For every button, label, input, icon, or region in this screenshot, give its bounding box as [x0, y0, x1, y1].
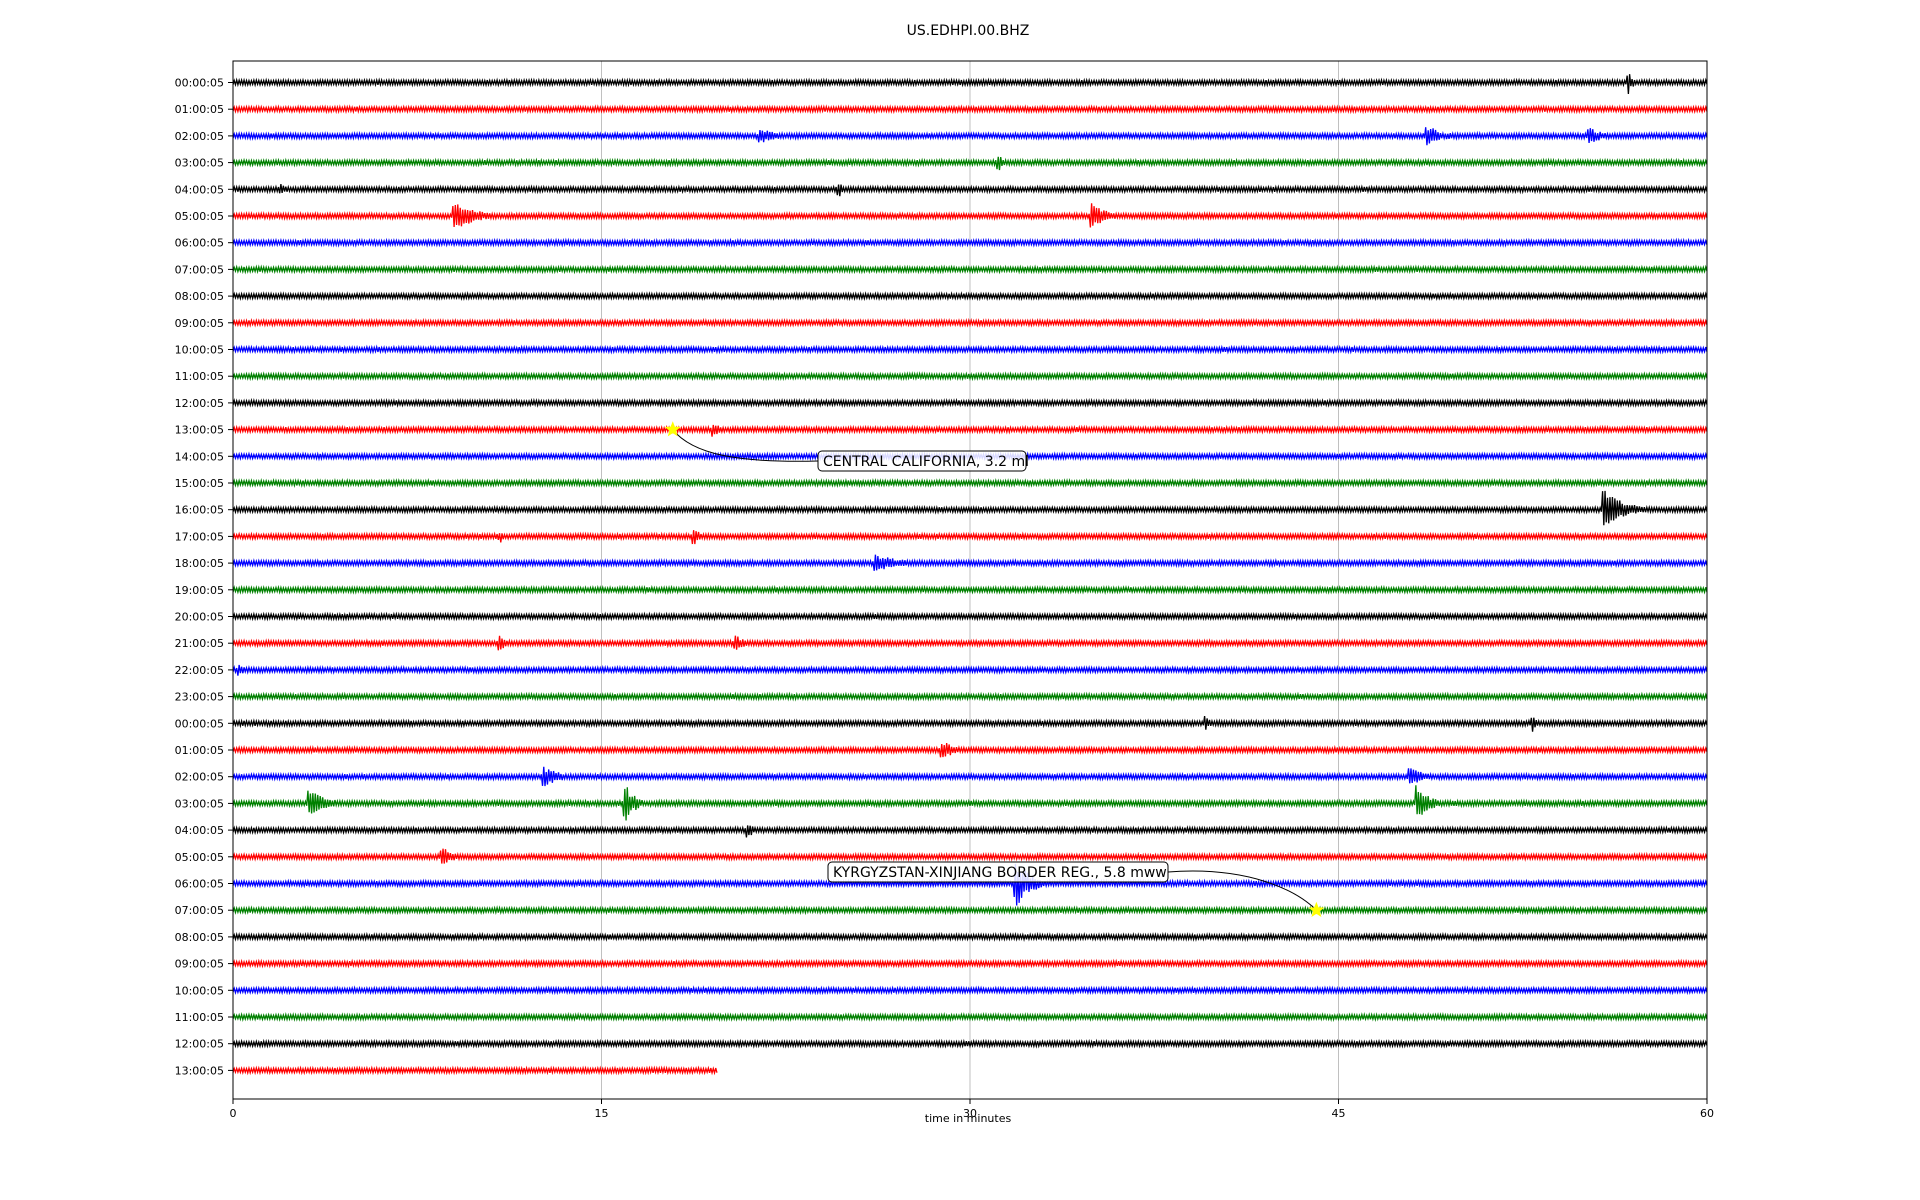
- trace-line: [232, 203, 1708, 228]
- trace-line: [232, 931, 1708, 942]
- row-label: 04:00:05: [175, 183, 224, 196]
- trace-line: [232, 1011, 1708, 1023]
- grid-lines: [601, 61, 1339, 1099]
- row-label: 16:00:05: [175, 504, 224, 517]
- event-star-icon: [664, 421, 681, 437]
- row-label: 10:00:05: [175, 344, 224, 357]
- row-label: 08:00:05: [175, 290, 224, 303]
- row-label: 03:00:05: [175, 157, 224, 170]
- row-label: 17:00:05: [175, 530, 224, 543]
- row-label: 14:00:05: [175, 450, 224, 463]
- trace-line: [232, 530, 1708, 545]
- trace-line: [232, 766, 1708, 787]
- trace-line: [232, 848, 1708, 864]
- x-tick-label: 45: [1332, 1107, 1346, 1120]
- trace-line: [232, 611, 1708, 622]
- row-label: 23:00:05: [175, 691, 224, 704]
- row-label: 11:00:05: [175, 1011, 224, 1024]
- trace-line: [232, 825, 1708, 838]
- row-label: 02:00:05: [175, 771, 224, 784]
- trace-line: [232, 742, 1708, 758]
- trace-line: [232, 291, 1708, 302]
- row-label: 19:00:05: [175, 584, 224, 597]
- trace-line: [232, 584, 1708, 595]
- trace-line: [232, 785, 1708, 821]
- x-tick-label: 0: [230, 1107, 237, 1120]
- row-label: 07:00:05: [175, 263, 224, 276]
- row-label: 10:00:05: [175, 984, 224, 997]
- row-label: 12:00:05: [175, 1038, 224, 1051]
- row-label: 07:00:05: [175, 904, 224, 917]
- row-label: 01:00:05: [175, 103, 224, 116]
- trace-line: [232, 237, 1708, 248]
- traces: [232, 74, 1708, 1076]
- row-label: 11:00:05: [175, 370, 224, 383]
- trace-line: [232, 317, 1708, 328]
- trace-line: [232, 985, 1708, 996]
- annotation-label: CENTRAL CALIFORNIA, 3.2 ml: [823, 454, 1029, 470]
- row-label: 01:00:05: [175, 744, 224, 757]
- trace-line: [232, 664, 1708, 676]
- row-label: 00:00:05: [175, 77, 224, 90]
- row-label: 21:00:05: [175, 637, 224, 650]
- row-label: 05:00:05: [175, 210, 224, 223]
- row-label: 20:00:05: [175, 611, 224, 624]
- row-label: 18:00:05: [175, 557, 224, 570]
- trace-line: [232, 424, 1708, 437]
- row-label: 22:00:05: [175, 664, 224, 677]
- annotation-box: [817, 450, 1027, 472]
- trace-line: [232, 1065, 718, 1076]
- trace-line: [232, 863, 1708, 906]
- trace-line: [232, 127, 1708, 146]
- annotation-label: KYRGYZSTAN-XINJIANG BORDER REG., 5.8 mww: [833, 865, 1167, 881]
- row-label: 13:00:05: [175, 424, 224, 437]
- trace-line: [232, 371, 1708, 382]
- x-tick-label: 15: [595, 1107, 609, 1120]
- row-label: 00:00:05: [175, 717, 224, 730]
- trace-line: [232, 490, 1708, 526]
- trace-line: [232, 716, 1708, 732]
- annotations: CENTRAL CALIFORNIA, 3.2 ml KYRGYZSTAN-XIN…: [664, 421, 1325, 917]
- x-tick-label: 30: [963, 1107, 977, 1120]
- trace-line: [232, 958, 1708, 969]
- trace-line: [232, 104, 1708, 115]
- trace-line: [232, 477, 1708, 489]
- row-label: 09:00:05: [175, 317, 224, 330]
- trace-line: [232, 184, 1708, 197]
- trace-line: [232, 397, 1708, 408]
- trace-line: [232, 635, 1708, 651]
- trace-line: [232, 691, 1708, 702]
- x-tick-label: 60: [1700, 1107, 1714, 1120]
- row-label: 05:00:05: [175, 851, 224, 864]
- row-label: 02:00:05: [175, 130, 224, 143]
- row-label: 09:00:05: [175, 958, 224, 971]
- annotation-leader: [672, 429, 819, 462]
- chart-title: US.EDHPI.00.BHZ: [907, 23, 1030, 39]
- trace-line: [232, 344, 1708, 355]
- x-ticks: 0 15 30 45 60: [230, 1099, 1714, 1120]
- row-label: 03:00:05: [175, 797, 224, 810]
- row-labels: 00:00:05 01:00:05 02:00:05 03:00:05 04:00:05…: [175, 77, 233, 1077]
- row-label: 06:00:05: [175, 237, 224, 250]
- trace-line: [232, 264, 1708, 275]
- annotation-leader: [1167, 870, 1317, 911]
- row-label: 08:00:05: [175, 931, 224, 944]
- trace-line: [232, 1038, 1708, 1049]
- trace-line: [232, 554, 1708, 571]
- trace-line: [232, 156, 1708, 171]
- row-label: 06:00:05: [175, 878, 224, 891]
- trace-line: [232, 74, 1708, 94]
- row-label: 12:00:05: [175, 397, 224, 410]
- row-label: 15:00:05: [175, 477, 224, 490]
- annotation-box: [827, 861, 1169, 883]
- trace-line: [232, 905, 1708, 916]
- row-label: 04:00:05: [175, 824, 224, 837]
- row-label: 13:00:05: [175, 1064, 224, 1077]
- event-star-icon: [1308, 901, 1325, 917]
- x-axis-label: time in minutes: [925, 1112, 1012, 1125]
